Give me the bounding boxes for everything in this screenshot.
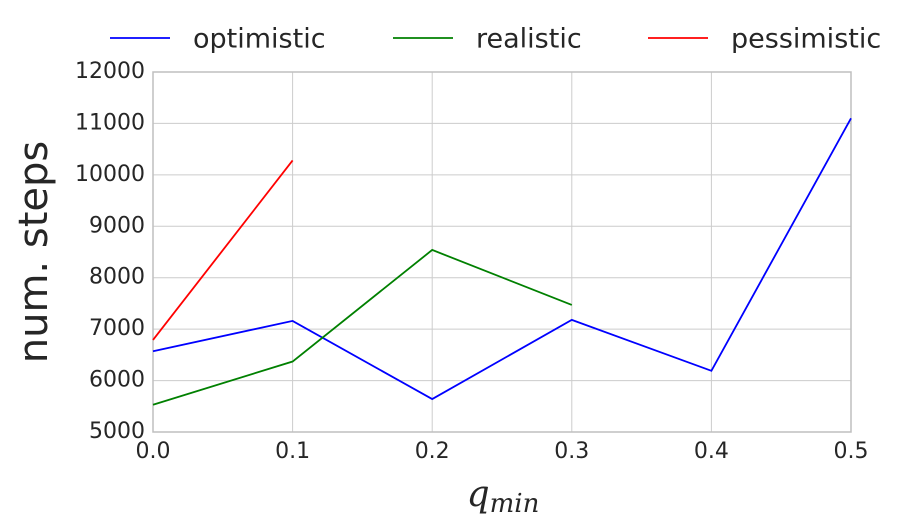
y-axis-label: num. steps [11, 141, 57, 363]
legend-label: realistic [476, 24, 582, 55]
x-tick-label: 0.5 [834, 439, 869, 464]
x-tick-label: 0.0 [136, 439, 171, 464]
x-axis-label-subscript: min [490, 489, 540, 519]
series-line [152, 159, 294, 341]
x-axis-label-base: q [467, 474, 490, 515]
x-axis-label: qmin [467, 474, 540, 519]
x-tick-label: 0.3 [554, 439, 589, 464]
y-tick-label: 9000 [89, 213, 145, 238]
y-tick-label: 12000 [75, 59, 145, 84]
series-line [152, 117, 852, 401]
x-tick-label: 0.2 [415, 439, 450, 464]
x-tick-label: 0.1 [275, 439, 310, 464]
plot-area [153, 72, 851, 432]
y-tick-label: 6000 [89, 368, 145, 393]
y-tick-label: 11000 [75, 110, 145, 135]
legend-label: pessimistic [731, 24, 881, 55]
y-tick-label: 5000 [89, 419, 145, 444]
legend-label: optimistic [193, 24, 326, 55]
series-line [152, 248, 573, 406]
x-tick-label: 0.4 [694, 439, 729, 464]
plot-frame [152, 71, 852, 433]
y-tick-label: 10000 [75, 162, 145, 187]
y-tick-label: 7000 [89, 316, 145, 341]
y-tick-label: 8000 [89, 265, 145, 290]
